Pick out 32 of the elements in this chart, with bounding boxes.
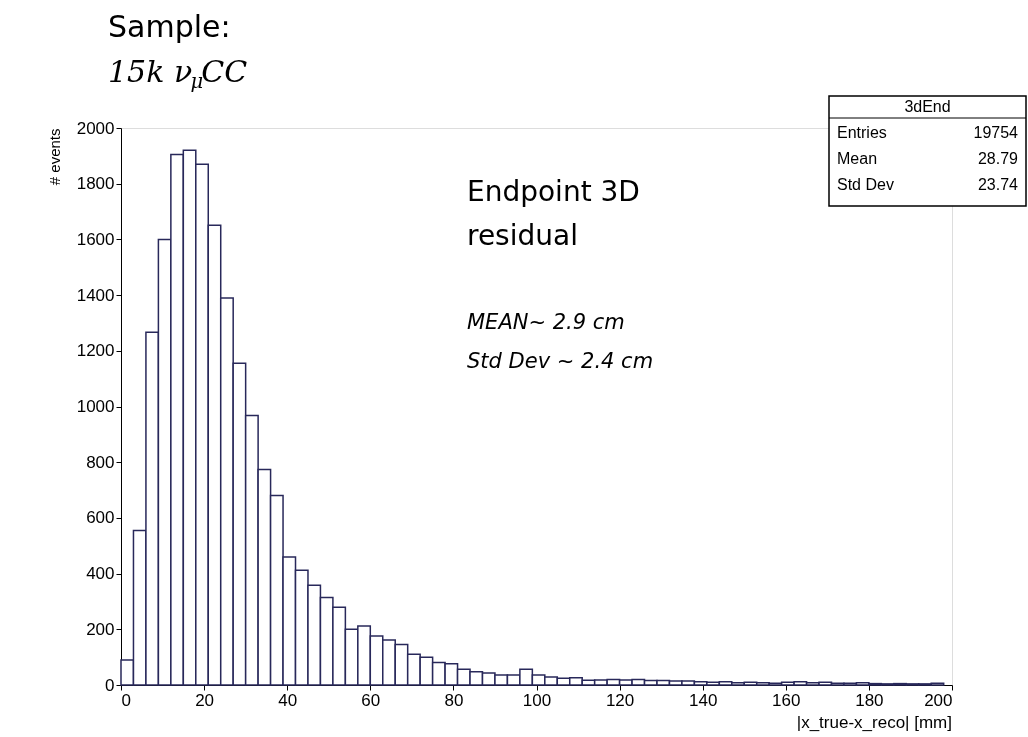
chart-title: Sample: — [108, 9, 231, 44]
x-tick-label: 160 — [772, 690, 801, 710]
y-tick-label: 1800 — [76, 174, 115, 194]
text: Entries 19754 — [837, 124, 1018, 141]
annotation: MEAN~ 2.9 cm — [467, 310, 625, 334]
x-tick-label: 0 — [121, 690, 131, 710]
x-tick-label: 40 — [278, 690, 298, 710]
text: 3dEnd — [904, 98, 951, 115]
x-tick-label: 80 — [444, 690, 464, 710]
x-tick-label: 200 — [924, 690, 953, 710]
y-tick-label: 0 — [105, 675, 115, 695]
x-tick-label: 100 — [522, 690, 552, 710]
x-tick-label: 60 — [361, 690, 381, 710]
x-axis-title: |x_true-x_reco| [mm] — [796, 713, 952, 732]
y-tick-label: 1400 — [76, 285, 115, 305]
annotation: Endpoint 3D residual — [467, 175, 640, 252]
y-axis-title: # events — [45, 128, 63, 186]
text: Mean 28.79 — [837, 150, 1018, 167]
y-tick-label: 2000 — [76, 118, 115, 138]
y-tick-label: 800 — [86, 452, 115, 472]
y-tick-label: 200 — [86, 619, 115, 639]
y-tick-label: 400 — [86, 564, 115, 584]
y-tick-label: 600 — [86, 508, 115, 528]
x-tick-label: 120 — [605, 690, 635, 710]
annotation: Std Dev ~ 2.4 cm — [467, 349, 654, 373]
x-tick-label: 140 — [689, 690, 718, 710]
x-tick-label: 20 — [195, 690, 215, 710]
x-tick-label: 180 — [855, 690, 884, 710]
y-tick-label: 1000 — [76, 397, 115, 416]
y-tick-label: 1600 — [76, 229, 115, 249]
text: Std Dev 23.74 — [837, 176, 1018, 193]
y-tick-label: 1200 — [76, 341, 115, 361]
